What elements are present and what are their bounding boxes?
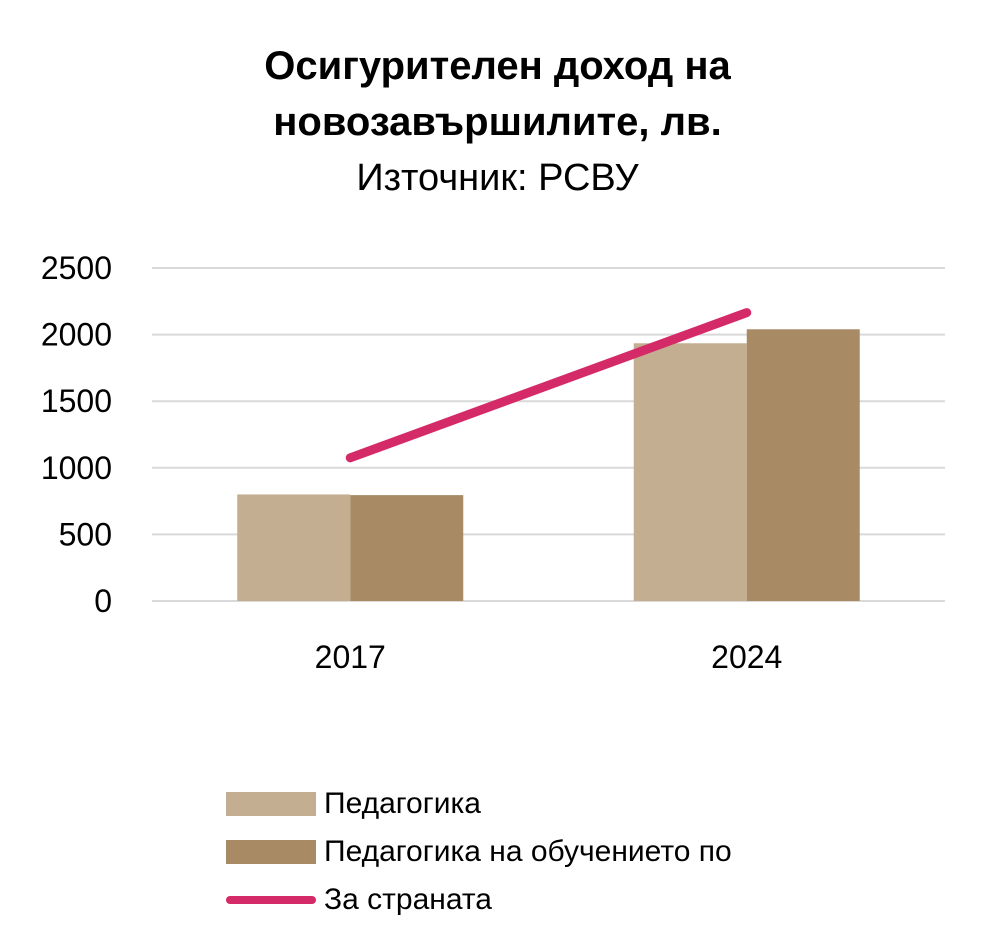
legend-label-pedagogika-obuchenie: Педагогика на обучението по	[324, 835, 732, 868]
chart-subtitle: Източник: РСВУ	[356, 157, 639, 199]
chart-legend: Педагогика Педагогика на обучението по З…	[226, 780, 732, 924]
x-tick-label-2017: 2017	[315, 639, 386, 675]
legend-item-za-stranata: За страната	[226, 876, 732, 924]
legend-item-pedagogika-obuchenie: Педагогика на обучението по	[226, 828, 732, 876]
y-tick-label-1000: 1000	[41, 450, 112, 486]
chart-plot: 0 500 1000 1500 2000 2500 2017 2024	[41, 250, 945, 675]
legend-item-pedagogika: Педагогика	[226, 780, 732, 828]
bar-2017-series-0	[237, 494, 351, 601]
bar-2017-series-1	[350, 495, 464, 601]
legend-swatch-pedagogika	[226, 792, 316, 816]
y-tick-label-1500: 1500	[41, 383, 112, 419]
legend-swatch-pedagogika-obuchenie	[226, 840, 316, 864]
bar-2024-series-0	[633, 343, 747, 601]
y-tick-label-0: 0	[94, 583, 112, 619]
bar-2024-series-1	[746, 329, 860, 601]
x-tick-label-2024: 2024	[711, 639, 782, 675]
chart-title-line-2: новозавършилите, лв.	[273, 100, 722, 144]
y-tick-label-2000: 2000	[41, 317, 112, 353]
line-series	[345, 308, 752, 463]
legend-label-pedagogika: Педагогика	[324, 787, 481, 820]
bars	[237, 329, 860, 601]
y-tick-label-2500: 2500	[41, 250, 112, 286]
y-tick-label-500: 500	[59, 516, 112, 552]
legend-label-za-stranata: За страната	[324, 883, 492, 916]
y-axis-ticks: 0 500 1000 1500 2000 2500	[41, 250, 112, 619]
x-axis-ticks: 2017 2024	[315, 639, 783, 675]
chart-title-block: Осигурителен доход на новозавършилите, л…	[0, 38, 995, 206]
chart-title-line-1: Осигурителен доход на	[264, 44, 731, 88]
legend-swatch-za-stranata	[226, 896, 316, 904]
line-series-0	[345, 308, 752, 463]
